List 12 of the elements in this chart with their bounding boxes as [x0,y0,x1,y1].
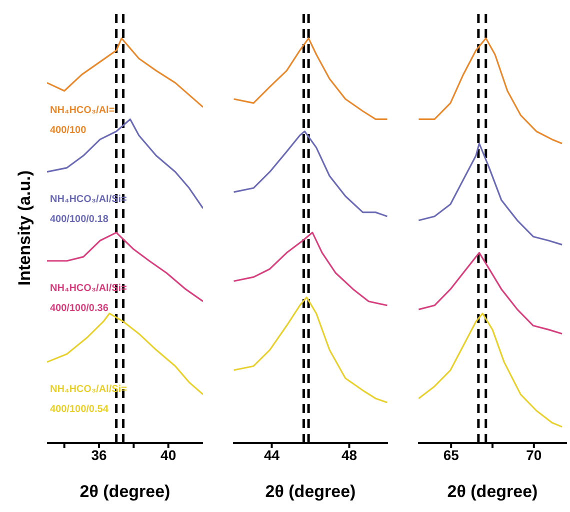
x-tick-label: 40 [160,446,176,463]
x-tick-label: 36 [91,446,107,463]
x-axis-title: 2θ (degree) [80,482,170,501]
x-tick-label: 48 [341,446,358,463]
x-axis-title: 2θ (degree) [447,482,538,501]
text: NH₄HCO₃/Al/Si=400/100/0.54 [50,384,128,416]
series-label: NH₄HCO₃/Al=400/100 [50,104,115,136]
x-tick-label: 70 [526,446,542,463]
x-tick-label: 44 [264,446,280,463]
y-axis-title: Intensity (a.u.) [15,170,35,286]
x-axis-title: 2θ (degree) [265,482,356,501]
x-tick-label: 65 [443,446,460,463]
